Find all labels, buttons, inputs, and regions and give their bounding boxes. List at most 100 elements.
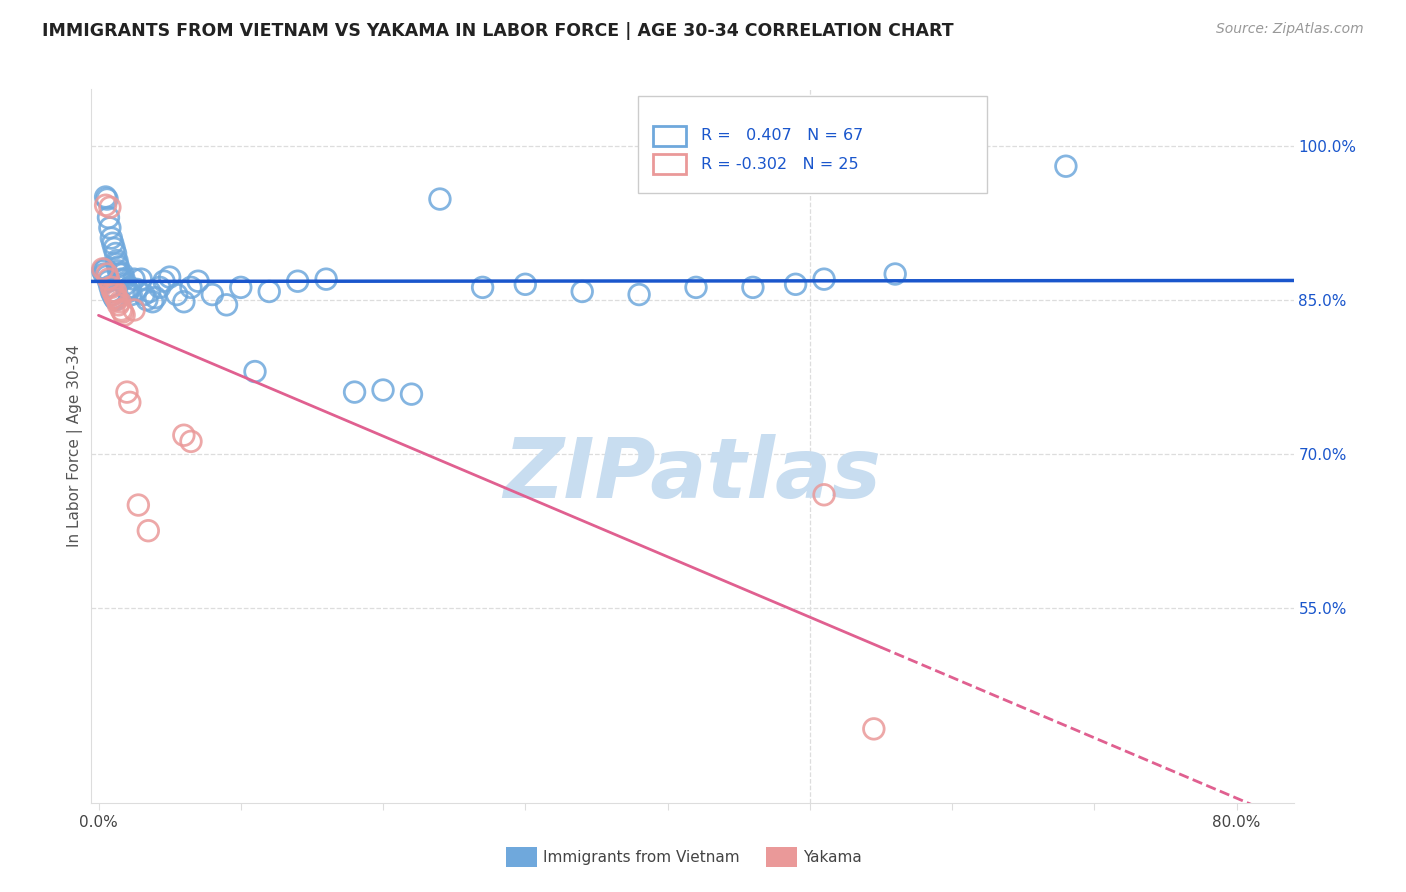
Text: R = -0.302   N = 25: R = -0.302 N = 25 [700,157,859,171]
Point [187,274,209,288]
Point [107,260,129,274]
Point [1054,159,1077,173]
Point [111,267,134,281]
Point [104,291,127,305]
Point [94,190,117,204]
Point [180,434,202,449]
Point [127,498,149,512]
Point [401,387,423,401]
Point [117,285,139,299]
Point [96,268,118,283]
Point [315,272,337,286]
Point [107,264,129,278]
Point [97,211,120,225]
Point [105,253,128,268]
Point [114,277,136,292]
Point [108,267,131,281]
Point [138,285,160,299]
Point [429,192,451,206]
Point [229,280,252,294]
Point [105,293,128,307]
Point [173,294,195,309]
Point [515,277,537,292]
Text: ZIPatlas: ZIPatlas [503,434,882,515]
Point [571,285,593,299]
Point [813,488,835,502]
Text: R =   0.407   N = 67: R = 0.407 N = 67 [700,128,863,143]
Point [110,272,132,286]
Point [153,274,176,288]
Point [471,280,494,294]
Point [98,200,121,214]
Point [100,280,122,294]
Point [112,272,135,286]
Point [101,285,124,299]
Point [125,282,148,296]
Point [145,291,167,305]
Point [101,287,124,301]
Point [118,395,141,409]
Y-axis label: In Labor Force | Age 30-34: In Labor Force | Age 30-34 [67,344,83,548]
Point [98,220,121,235]
Point [785,277,807,292]
Point [149,280,172,294]
Point [173,428,195,442]
Point [136,524,159,538]
Point [122,272,145,286]
Point [685,280,707,294]
Point [104,246,127,260]
Point [104,285,127,299]
Point [91,261,114,276]
Point [103,291,125,305]
Point [94,198,117,212]
Point [863,722,886,736]
Point [100,285,122,299]
Point [884,267,907,281]
Point [103,241,125,255]
Point [122,302,145,317]
Point [103,287,125,301]
Point [91,264,114,278]
FancyBboxPatch shape [638,96,987,193]
Text: IMMIGRANTS FROM VIETNAM VS YAKAMA IN LABOR FORCE | AGE 30-34 CORRELATION CHART: IMMIGRANTS FROM VIETNAM VS YAKAMA IN LAB… [42,22,953,40]
Point [112,308,135,322]
Point [813,272,835,286]
Point [96,267,118,281]
Point [132,287,155,301]
Point [118,280,141,294]
Point [159,270,181,285]
Point [98,279,121,293]
Point [93,267,115,281]
Point [243,365,266,379]
Point [371,383,394,397]
Point [96,192,118,206]
Text: Yakama: Yakama [803,850,862,864]
Point [287,274,309,288]
Text: Source: ZipAtlas.com: Source: ZipAtlas.com [1216,22,1364,37]
Point [166,287,188,301]
Point [215,298,238,312]
Point [201,287,224,301]
Point [108,294,131,309]
Point [97,272,120,286]
Point [110,302,132,317]
Point [135,293,157,307]
Point [101,236,124,251]
Point [742,280,765,294]
Point [94,261,117,276]
Point [628,287,651,301]
Point [129,272,152,286]
Text: Immigrants from Vietnam: Immigrants from Vietnam [543,850,740,864]
Point [97,274,120,288]
Point [257,285,280,299]
Point [180,280,202,294]
Point [107,298,129,312]
Point [120,287,142,301]
Point [105,257,128,271]
Point [115,282,138,296]
Point [343,385,366,400]
Point [104,293,127,307]
Point [115,385,138,400]
Point [142,294,165,309]
Point [100,231,122,245]
